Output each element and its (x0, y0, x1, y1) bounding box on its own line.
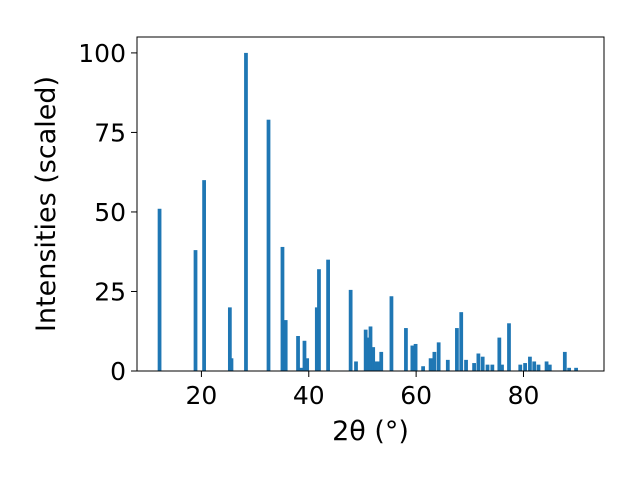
x-axis-label: 2θ (°) (332, 416, 409, 447)
bar (485, 364, 490, 371)
bar (528, 356, 532, 371)
bar (296, 336, 300, 371)
bar (283, 320, 288, 371)
bar (413, 343, 418, 371)
y-tick-label: 100 (78, 39, 126, 68)
bar (365, 337, 370, 371)
bar (354, 361, 358, 371)
y-tick-label: 25 (94, 277, 126, 306)
bar (436, 342, 441, 371)
y-axis-label: Intensities (scaled) (31, 76, 62, 332)
bar (363, 329, 368, 371)
y-tick-label: 0 (110, 357, 126, 386)
bar (480, 356, 485, 371)
bar (193, 250, 198, 371)
bar (421, 366, 425, 371)
bar (532, 361, 537, 371)
bar (464, 359, 468, 371)
bar (389, 296, 394, 371)
bar (459, 312, 464, 371)
x-tick-label: 60 (400, 381, 432, 410)
x-tick-label: 20 (186, 381, 218, 410)
plot-frame (136, 36, 605, 372)
x-tick-label: 40 (293, 381, 325, 410)
bar (544, 361, 549, 371)
bar (202, 180, 206, 371)
bar (280, 246, 285, 371)
bar (490, 364, 495, 371)
bar (376, 361, 381, 371)
bar (497, 337, 502, 371)
bar (302, 340, 307, 371)
bar (432, 351, 437, 371)
bar (574, 367, 578, 371)
y-tick-label: 75 (94, 118, 126, 147)
bar (404, 328, 408, 371)
bar (523, 363, 527, 371)
bar (455, 328, 459, 371)
bar (410, 345, 415, 371)
bar (348, 289, 353, 371)
bar (368, 326, 373, 371)
bar (229, 358, 234, 371)
bars-layer (157, 52, 578, 372)
bar (518, 364, 523, 371)
bar (500, 364, 504, 371)
bar (266, 119, 271, 371)
bar (567, 367, 571, 371)
bar (314, 307, 319, 371)
bar (472, 363, 476, 371)
bar (476, 353, 481, 371)
bar (227, 307, 232, 371)
bar (562, 351, 567, 371)
bar (507, 323, 511, 371)
bar (536, 364, 541, 371)
bar (371, 347, 376, 371)
bar (547, 364, 552, 371)
ticks-layer: 20 40 60 80 0 25 50 75 100 (78, 39, 539, 410)
x-tick-label: 80 (508, 381, 540, 410)
bar (157, 208, 162, 371)
bar (317, 269, 321, 371)
bar (445, 359, 450, 371)
y-tick-label: 50 (94, 198, 126, 227)
bar (373, 361, 378, 371)
bar (326, 259, 330, 371)
bar (299, 367, 304, 371)
bar (428, 358, 433, 371)
bar (305, 358, 310, 371)
bar (244, 52, 248, 372)
bar (379, 351, 384, 371)
